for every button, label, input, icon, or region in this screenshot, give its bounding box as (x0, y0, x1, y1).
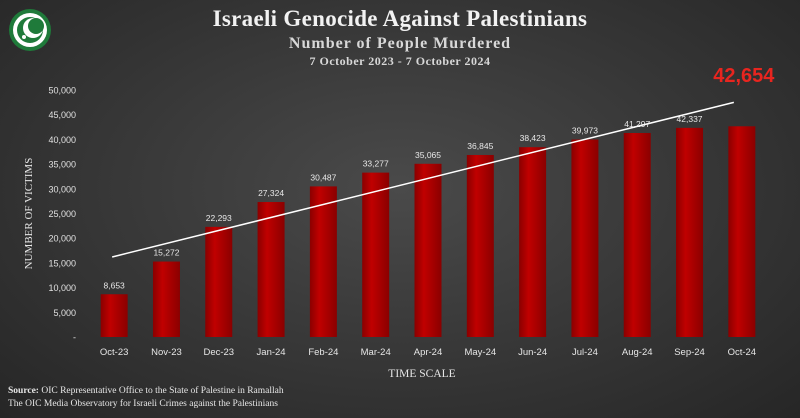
observatory-text: The OIC Media Observatory for Israeli Cr… (8, 399, 278, 409)
bar-value-label: 30,487 (310, 172, 336, 182)
bar (257, 202, 285, 337)
y-tick-label: 40,000 (48, 135, 76, 145)
x-tick-label: Oct-24 (728, 347, 757, 358)
x-tick-label: Aug-24 (622, 347, 653, 358)
y-tick-label: 25,000 (48, 209, 76, 219)
bar (571, 139, 599, 337)
bar-value-label: 42,337 (677, 114, 703, 124)
x-tick-label: Nov-23 (151, 347, 182, 358)
x-tick-label: Apr-24 (414, 347, 443, 358)
x-tick-label: Jun-24 (518, 347, 547, 358)
x-tick-label: Dec-23 (203, 347, 234, 358)
y-tick-label: 45,000 (48, 110, 76, 120)
x-tick-label: Sep-24 (674, 347, 705, 358)
y-tick-label: 20,000 (48, 234, 76, 244)
x-tick-label: May-24 (464, 347, 496, 358)
y-tick-label: 5,000 (53, 308, 76, 318)
x-axis-title: TIME SCALE (388, 368, 455, 380)
bar-value-label: 15,272 (153, 248, 179, 258)
chart-subtitle: Number of People Murdered (288, 35, 512, 52)
y-axis-title: NUMBER OF VICTIMS (23, 158, 35, 270)
x-tick-label: Mar-24 (361, 347, 391, 358)
y-tick-label: 50,000 (48, 86, 76, 96)
bar (100, 294, 128, 337)
source-note: Source: OIC Representative Office to the… (8, 385, 284, 411)
bar (466, 154, 494, 337)
bar (676, 127, 704, 337)
bar-value-label: 22,293 (206, 213, 232, 223)
x-tick-label: Feb-24 (308, 347, 338, 358)
bar (152, 261, 180, 337)
chart-title: Israeli Genocide Against Palestinians (212, 6, 588, 31)
bar (414, 163, 442, 337)
bar (519, 147, 547, 337)
bar-chart: - 5,000 10,000 15,000 20,000 25,000 30,000 35,0… (23, 65, 775, 380)
bar (309, 186, 337, 337)
bar-value-label: 35,065 (415, 150, 441, 160)
bar-value-label: 38,423 (520, 133, 546, 143)
source-text: OIC Representative Office to the State o… (38, 386, 284, 396)
trend-line (111, 101, 735, 258)
y-tick-label: 10,000 (48, 283, 76, 293)
bar-value-label: 33,277 (363, 159, 389, 169)
oic-logo-icon (9, 9, 51, 51)
bar (362, 172, 390, 337)
bar-value-label: 8,653 (104, 280, 126, 290)
x-tick-label: Jan-24 (257, 347, 286, 358)
y-tick-label: 30,000 (48, 184, 76, 194)
y-tick-label: - (73, 333, 76, 343)
bar-value-label: 39,973 (572, 126, 598, 136)
bar-value-label: 41,297 (624, 119, 650, 129)
chart-date-range: 7 October 2023 - 7 October 2024 (309, 54, 491, 68)
bar (728, 126, 756, 337)
bar-value-label: 27,324 (258, 188, 284, 198)
bar (205, 226, 233, 337)
y-tick-label: 15,000 (48, 258, 76, 268)
source-label: Source: (8, 386, 39, 396)
bar (623, 132, 651, 337)
y-tick-label: 35,000 (48, 160, 76, 170)
x-tick-label: Oct-23 (100, 347, 129, 358)
bar-value-label: 36,845 (467, 141, 493, 151)
highlight-value-label: 42,654 (713, 65, 775, 87)
x-tick-label: Jul-24 (572, 347, 598, 358)
